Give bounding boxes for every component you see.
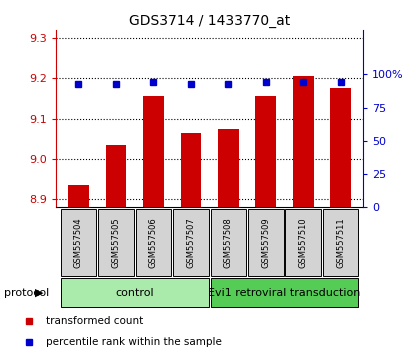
Text: ▶: ▶ (35, 288, 44, 298)
Bar (248, 209, 283, 276)
Bar (136, 209, 171, 276)
Text: GSM557504: GSM557504 (74, 217, 83, 268)
Bar (106, 145, 126, 207)
Text: GSM557511: GSM557511 (336, 217, 345, 268)
Bar (210, 209, 246, 276)
Bar (256, 97, 276, 207)
Bar (61, 279, 209, 307)
Title: GDS3714 / 1433770_at: GDS3714 / 1433770_at (129, 14, 290, 28)
Bar (143, 97, 164, 207)
Text: GSM557505: GSM557505 (112, 217, 120, 268)
Bar (181, 133, 201, 207)
Text: control: control (115, 288, 154, 298)
Text: GSM557506: GSM557506 (149, 217, 158, 268)
Text: Evi1 retroviral transduction: Evi1 retroviral transduction (208, 288, 361, 298)
Text: protocol: protocol (4, 288, 49, 298)
Text: percentile rank within the sample: percentile rank within the sample (46, 337, 222, 348)
Text: transformed count: transformed count (46, 316, 143, 326)
Bar (61, 209, 96, 276)
Text: GSM557509: GSM557509 (261, 217, 270, 268)
Text: GSM557507: GSM557507 (186, 217, 195, 268)
Text: GSM557508: GSM557508 (224, 217, 233, 268)
Bar (293, 76, 313, 207)
Bar (323, 209, 359, 276)
Bar (286, 209, 321, 276)
Bar (68, 185, 89, 207)
Bar (98, 209, 134, 276)
Bar (173, 209, 209, 276)
Text: GSM557510: GSM557510 (299, 217, 308, 268)
Bar (330, 88, 351, 207)
Bar (210, 279, 359, 307)
Bar (218, 129, 239, 207)
